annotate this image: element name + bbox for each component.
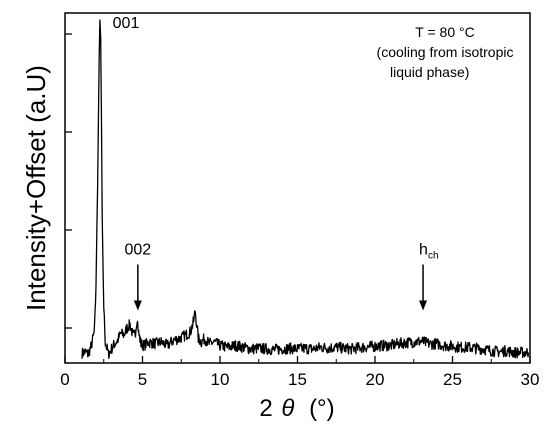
x-tick-label: 25 [443, 370, 462, 389]
peak-label-subscript: ch [428, 251, 439, 262]
annotation-line-1: T = 80 °C [415, 24, 474, 40]
x-tick-label: 5 [138, 370, 147, 389]
x-tick-label: 15 [288, 370, 307, 389]
x-axis-title-theta: θ [281, 395, 294, 422]
peak-label: hch [419, 242, 438, 262]
annotation-line-3: liquid phase) [390, 64, 469, 80]
peak-arrow-head [419, 300, 428, 311]
x-axis-title-unit: (°) [309, 395, 335, 422]
peak-label: 002 [124, 242, 151, 259]
x-axis-ticks: 0 5 10 15 20 25 30 [60, 356, 539, 389]
x-axis-title-main: 2 [259, 395, 272, 422]
y-axis-title: Intensity+Offset (a.U) [21, 65, 51, 311]
x-tick-label: 10 [211, 370, 230, 389]
series-line [81, 19, 530, 360]
annotation-line-2: (cooling from isotropic [377, 44, 514, 60]
peak-label-text: 002 [124, 242, 151, 259]
x-tick-label: 20 [366, 370, 385, 389]
temperature-annotation: T = 80 °C (cooling from isotropic liquid… [377, 24, 514, 80]
x-tick-label: 0 [60, 370, 69, 389]
y-axis-ticks [65, 33, 72, 329]
peak-label-text: h [419, 242, 428, 259]
peak-arrow-head [133, 300, 142, 311]
x-axis-title: 2 θ (°) [259, 395, 334, 422]
peak-label: 001 [113, 15, 140, 32]
x-tick-label: 30 [521, 370, 540, 389]
peak-annotations: 001 002 hch [113, 15, 439, 311]
